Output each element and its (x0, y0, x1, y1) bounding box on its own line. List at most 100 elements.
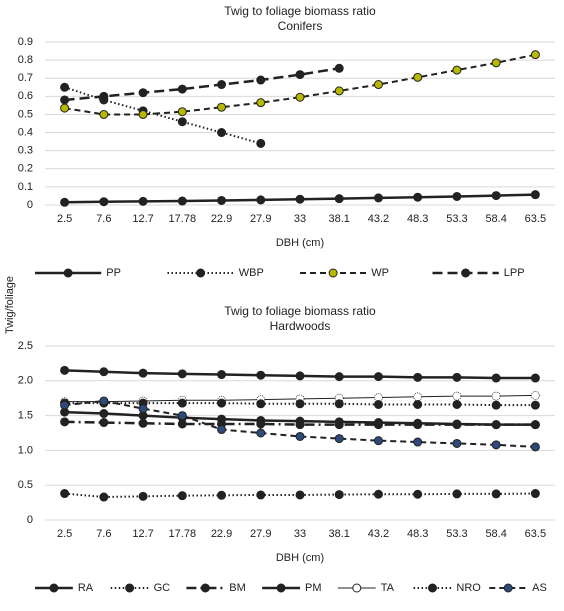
x-tick-label: 17.78 (169, 213, 197, 225)
data-point (413, 418, 423, 428)
data-point (256, 75, 266, 85)
data-point (491, 391, 501, 401)
data-point (413, 192, 423, 202)
x-tick-label: 7.6 (96, 213, 111, 225)
data-point (256, 98, 266, 108)
x-axis-label: DBH (cm) (276, 552, 324, 564)
series-line (64, 86, 262, 145)
legend-marker (352, 583, 362, 593)
data-point (60, 417, 70, 427)
chart-subtitle: Conifers (278, 19, 323, 33)
legend-label: PP (106, 267, 121, 279)
y-tick-label: 0.9 (18, 36, 33, 48)
x-tick-label: 38.1 (329, 528, 350, 540)
data-point (256, 370, 266, 380)
data-point (413, 399, 423, 409)
x-tick-label: 33 (294, 528, 306, 540)
y-tick-label: 0.1 (18, 181, 33, 193)
series-line (64, 53, 536, 116)
y-tick-label: 1.0 (18, 444, 33, 456)
data-point (491, 400, 501, 410)
data-point (491, 373, 501, 383)
x-tick-label: 63.5 (525, 213, 546, 225)
data-point (295, 92, 305, 102)
legend-marker (49, 583, 59, 593)
series-line (64, 67, 340, 102)
data-point (452, 399, 462, 409)
data-point (256, 195, 266, 205)
data-point (177, 411, 187, 421)
data-point (177, 84, 187, 94)
data-point (138, 404, 148, 414)
legend-label: TA (381, 582, 395, 594)
legend-marker (328, 268, 338, 278)
data-point (99, 396, 109, 406)
data-point (177, 107, 187, 117)
y-tick-label: 0.6 (18, 90, 33, 102)
data-point (334, 372, 344, 382)
data-point (217, 80, 227, 90)
legend-marker (276, 583, 286, 593)
data-point (530, 50, 540, 60)
x-tick-label: 7.6 (96, 528, 111, 540)
x-tick-label: 58.4 (485, 213, 506, 225)
data-point (256, 490, 266, 500)
data-point (413, 372, 423, 382)
data-point (452, 489, 462, 499)
legend-marker (503, 583, 513, 593)
data-point (295, 490, 305, 500)
data-point (295, 416, 305, 426)
data-point (99, 91, 109, 101)
data-point (334, 490, 344, 500)
data-point (373, 436, 383, 446)
legend-label: GC (154, 582, 171, 594)
data-point (138, 418, 148, 428)
legend-label: NRO (456, 582, 481, 594)
data-point (530, 400, 540, 410)
legend-label: WP (371, 267, 389, 279)
y-tick-label: 0.3 (18, 145, 33, 157)
x-tick-label: 38.1 (329, 213, 350, 225)
data-point (256, 138, 266, 148)
legend-label: LPP (504, 267, 525, 279)
data-point (530, 420, 540, 430)
legend-label: AS (532, 582, 547, 594)
data-point (138, 109, 148, 119)
y-tick-label: 0.7 (18, 72, 33, 84)
y-tick-label: 2.0 (18, 375, 33, 387)
x-tick-label: 53.3 (446, 528, 467, 540)
x-tick-label: 43.2 (368, 213, 389, 225)
data-point (334, 399, 344, 409)
x-axis-label: DBH (cm) (276, 237, 324, 249)
data-point (138, 196, 148, 206)
y-tick-label: 0 (27, 199, 33, 211)
data-point (217, 102, 227, 112)
data-point (177, 117, 187, 127)
data-point (413, 72, 423, 82)
x-tick-label: 22.9 (211, 528, 232, 540)
data-point (177, 196, 187, 206)
data-point (60, 197, 70, 207)
data-point (60, 365, 70, 375)
y-tick-label: 0.8 (18, 54, 33, 66)
data-point (217, 370, 227, 380)
data-point (530, 190, 540, 200)
legend-marker (461, 268, 471, 278)
data-point (491, 191, 501, 201)
data-point (256, 415, 266, 425)
data-point (295, 70, 305, 80)
data-point (99, 197, 109, 207)
x-tick-label: 27.9 (250, 528, 271, 540)
data-point (217, 398, 227, 408)
data-point (177, 491, 187, 501)
data-point (373, 80, 383, 90)
x-tick-label: 27.9 (250, 213, 271, 225)
data-point (60, 95, 70, 105)
data-point (217, 195, 227, 205)
chart-title: Twig to foliage biomass ratio (224, 304, 376, 318)
y-tick-label: 0.2 (18, 163, 33, 175)
data-point (452, 191, 462, 201)
legend-marker (63, 268, 73, 278)
legend-label: BM (229, 582, 246, 594)
data-point (99, 367, 109, 377)
